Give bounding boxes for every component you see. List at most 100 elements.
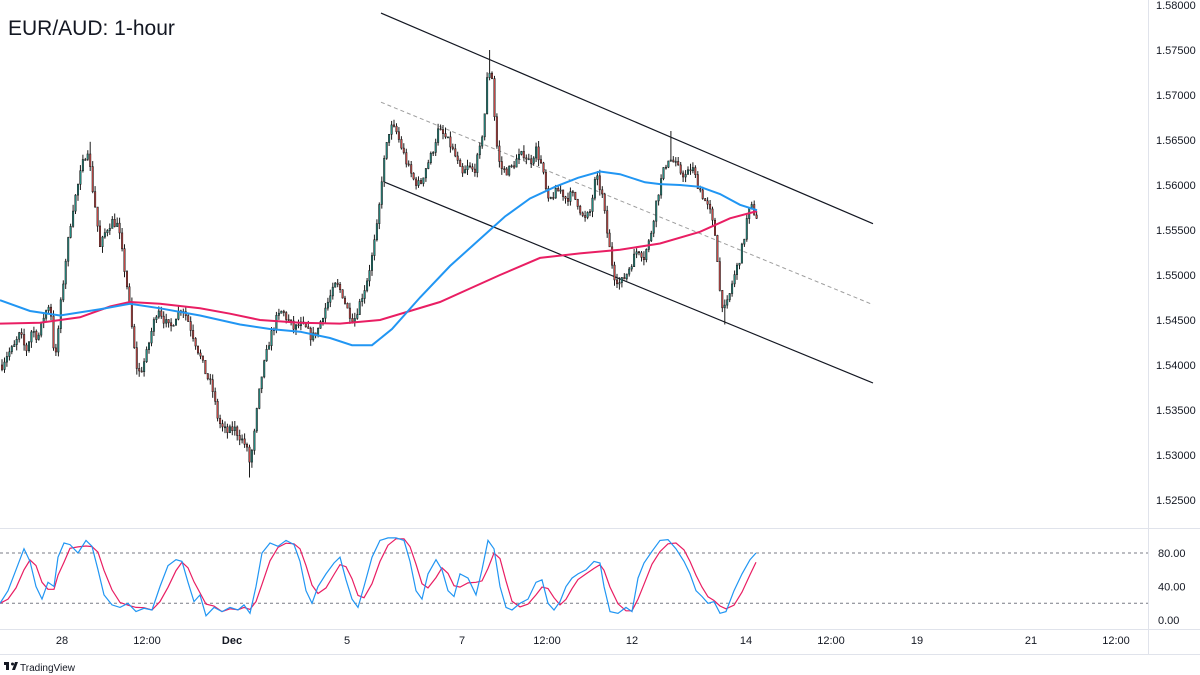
candle-body-up <box>319 321 322 329</box>
candle <box>547 185 550 202</box>
candle-body-down <box>721 289 724 309</box>
candle-body-down <box>219 417 222 424</box>
candle <box>686 166 689 175</box>
candle <box>694 165 697 178</box>
candle-body-down <box>128 286 131 303</box>
candle <box>368 264 371 287</box>
candle <box>18 331 21 343</box>
candle <box>439 124 442 131</box>
stochastic-pane[interactable] <box>0 537 1148 617</box>
candle-body-down <box>451 146 454 150</box>
price-axis[interactable]: 1.52500 1.53000 1.53500 1.54000 1.54500 1.550… <box>1156 0 1196 507</box>
candle-body-up <box>72 210 75 227</box>
time-tick-label: 12 <box>626 635 638 647</box>
candle-body-up <box>329 295 332 303</box>
candle <box>598 169 601 196</box>
candle-body-up <box>150 330 153 344</box>
candle <box>628 267 631 277</box>
candle-body-down <box>211 379 214 393</box>
candle <box>8 347 11 361</box>
candle <box>723 299 726 325</box>
candle-body-down <box>118 222 121 234</box>
candle-body-up <box>172 324 175 327</box>
candle <box>263 359 266 379</box>
candle <box>204 359 207 375</box>
candle <box>706 197 709 210</box>
candle <box>370 252 373 276</box>
candle <box>206 373 209 381</box>
candle-body-down <box>566 198 569 202</box>
candle-body-up <box>635 251 638 255</box>
candle-body-up <box>657 194 660 202</box>
channel-midline[interactable] <box>380 101 874 306</box>
candle <box>608 229 611 248</box>
channel-lower-line[interactable] <box>384 181 874 384</box>
candle-body-up <box>488 72 491 78</box>
price-pane[interactable] <box>0 12 874 478</box>
candle <box>395 123 398 135</box>
candle-body-down <box>121 232 124 250</box>
candle-body-down <box>221 423 224 428</box>
candle <box>611 242 614 269</box>
candle <box>669 131 672 162</box>
candle <box>231 421 234 436</box>
candle-body-down <box>564 196 567 199</box>
candle-body-down <box>194 338 197 347</box>
candle-body-down <box>682 172 685 178</box>
candle-body-down <box>287 319 290 321</box>
candle <box>525 154 528 165</box>
candle <box>566 192 569 206</box>
candle-body-up <box>224 426 227 429</box>
candle <box>72 204 75 228</box>
candle-body-down <box>672 159 675 163</box>
candle <box>167 319 170 328</box>
candle <box>280 310 283 314</box>
candle <box>40 321 43 338</box>
candle <box>718 257 721 292</box>
candle <box>478 142 481 159</box>
candle-body-up <box>662 167 665 179</box>
candle-body-down <box>214 391 217 402</box>
candle-body-down <box>640 252 643 258</box>
stochastic-axis[interactable]: 80.00 40.00 0.00 <box>1158 548 1186 627</box>
candle <box>437 123 440 146</box>
candle-body-up <box>464 169 467 174</box>
brand[interactable]: TradingView <box>4 662 76 674</box>
candle-body-down <box>35 330 38 340</box>
candle-body-down <box>138 368 141 372</box>
candle-body-down <box>407 163 410 166</box>
candle <box>652 219 655 238</box>
candle-body-down <box>94 191 97 208</box>
candle <box>601 186 604 198</box>
candle-body-up <box>375 223 378 241</box>
candle <box>189 316 192 337</box>
time-tick-label: 12:00 <box>133 635 161 647</box>
candle <box>569 187 572 206</box>
candle <box>383 155 386 187</box>
candle-body-up <box>143 361 146 373</box>
time-axis[interactable]: 28 12:00 Dec 5 7 12:00 12 14 12:00 19 21 12:00 <box>56 635 1130 647</box>
candle <box>731 280 734 297</box>
candle <box>733 270 736 288</box>
candle-body-up <box>743 238 746 245</box>
channel-upper-line[interactable] <box>380 12 874 225</box>
candle <box>5 351 8 367</box>
candle <box>385 142 388 160</box>
candle <box>221 419 224 432</box>
candle-body-up <box>738 262 741 266</box>
candle-body-down <box>537 146 540 161</box>
candle-body-up <box>270 330 273 347</box>
candle <box>711 206 714 226</box>
candle-body-down <box>400 139 403 149</box>
candle <box>74 194 77 214</box>
candle-body-up <box>684 174 687 178</box>
candle <box>679 162 682 175</box>
candle-body-up <box>157 310 160 318</box>
candle-body-down <box>402 147 405 153</box>
candle <box>265 344 268 362</box>
candle-body-up <box>363 290 366 299</box>
candle <box>655 200 658 228</box>
candle <box>498 140 501 168</box>
candle <box>581 211 584 218</box>
